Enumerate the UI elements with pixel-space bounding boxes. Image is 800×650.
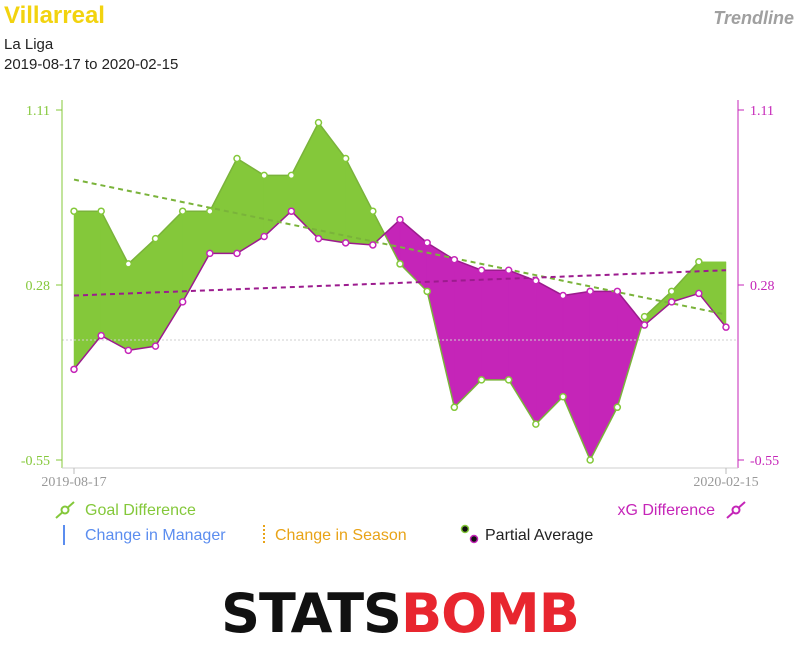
y-tick-label-left: 1.11 [26, 104, 50, 119]
goal-difference-point [314, 118, 323, 127]
difference-segment [100, 211, 129, 351]
difference-segment [128, 238, 156, 351]
difference-segment [698, 261, 727, 328]
difference-segment [263, 175, 292, 238]
difference-segment [617, 290, 643, 408]
xg-difference-point [396, 215, 404, 224]
trendline-chart: 1.11 1.11 0.28 0.28 -0.55 -0.55 2019-08-17 2020… [21, 100, 779, 545]
date-range-label: 2019-08-17 to 2020-02-15 [4, 56, 179, 73]
goal-difference-point [423, 287, 431, 296]
goal-difference-point [151, 234, 160, 243]
difference-segment [454, 259, 482, 408]
goal-difference-point [97, 207, 105, 215]
legend-change-in-season-label: Change in Season [275, 527, 407, 544]
team-title: Villarreal [4, 2, 105, 29]
difference-segment [182, 210, 211, 303]
xg-difference-trendline [73, 269, 727, 297]
legend-change-in-manager-label: Change in Manager [85, 527, 226, 544]
x-tick-label-start: 2019-08-17 [41, 475, 106, 490]
legend-xg-difference: xG Difference [617, 501, 746, 519]
xg-difference-point [504, 266, 513, 274]
difference-areas [73, 121, 727, 461]
xg-difference-point [233, 249, 241, 258]
difference-segment [209, 158, 238, 254]
goal-difference-point [667, 287, 676, 296]
difference-segment [671, 261, 700, 303]
y-tick-label-right: 0.28 [750, 279, 775, 294]
difference-segment [426, 242, 455, 408]
goal-difference-point [586, 456, 594, 464]
legend-change-in-manager: Change in Manager [63, 525, 226, 545]
goal-difference-point [260, 171, 268, 180]
difference-segment [644, 290, 672, 326]
goal-difference-point [450, 403, 459, 412]
legend-partial-average-label: Partial Average [485, 527, 593, 544]
xg-difference-point [532, 277, 540, 285]
goal-difference-point [640, 312, 649, 321]
xg-difference-point [206, 249, 214, 258]
goal-difference-point [369, 207, 377, 215]
xg-difference-point [695, 289, 703, 298]
axis-ticks: 1.11 1.11 0.28 0.28 -0.55 -0.55 2019-08-17 2020… [21, 104, 779, 490]
xg-difference-point [260, 232, 268, 241]
goal-difference-point [396, 260, 404, 268]
y-tick-label-right: 1.11 [750, 104, 774, 119]
goal-difference-line [74, 121, 700, 462]
goal-difference-point [287, 171, 296, 180]
difference-segment [562, 291, 591, 461]
legend: Goal Difference xG Difference Change in … [55, 501, 746, 545]
goal-difference-point [695, 258, 703, 266]
xg-difference-point [722, 323, 730, 331]
xg-difference-point [640, 321, 649, 329]
goal-difference-point [532, 420, 540, 428]
xg-difference-point [477, 266, 486, 274]
difference-segment [481, 269, 509, 381]
xg-difference-point [667, 298, 676, 306]
difference-segment [535, 280, 564, 425]
xg-difference-point [314, 234, 323, 243]
legend-change-in-season: Change in Season [263, 525, 407, 545]
xg-difference-point [613, 287, 622, 296]
xg-difference-point [178, 298, 187, 306]
goal-difference-point [477, 376, 486, 384]
xg-difference-point [97, 331, 105, 340]
xg-difference-point [151, 342, 160, 350]
logo-stats-text: STATS [221, 582, 402, 645]
y-tick-label-right: -0.55 [750, 454, 779, 469]
legend-xg-difference-label: xG Difference [617, 502, 715, 519]
difference-segment [291, 122, 319, 240]
goal-difference-point [206, 207, 214, 215]
xg-difference-point [369, 241, 377, 249]
xg-difference-point [341, 239, 350, 247]
goal-difference-point [341, 154, 350, 163]
legend-goal-difference: Goal Difference [55, 501, 196, 519]
difference-segment [155, 210, 183, 348]
xg-difference-point [559, 291, 567, 300]
goal-difference-point [504, 376, 513, 384]
goal-difference-point [613, 403, 622, 412]
xg-difference-point [423, 239, 431, 247]
goal-difference-point [124, 260, 133, 268]
difference-segment [73, 210, 102, 371]
xg-difference-point [586, 287, 594, 296]
xg-difference-point [124, 346, 133, 355]
goal-difference-trendline [73, 178, 727, 316]
goal-difference-point [559, 392, 567, 401]
xg-difference-point [287, 207, 296, 215]
goal-difference-point [70, 207, 78, 215]
xg-difference-point [70, 365, 78, 374]
y-tick-label-left: 0.28 [26, 279, 51, 294]
y-tick-label-left: -0.55 [21, 454, 50, 469]
series-points [70, 118, 730, 464]
logo-bomb-text: BOMB [400, 582, 580, 645]
goal-difference-point [233, 154, 241, 163]
legend-partial-average: Partial Average [460, 524, 593, 544]
chart-mode-label: Trendline [713, 8, 794, 28]
goal-difference-point [178, 207, 187, 215]
statsbomb-logo: STATSBOMB [0, 582, 800, 645]
competition-label: La Liga [4, 36, 54, 53]
x-tick-label-end: 2020-02-15 [693, 475, 758, 490]
legend-goal-difference-label: Goal Difference [85, 502, 196, 519]
xg-difference-point [450, 255, 459, 264]
